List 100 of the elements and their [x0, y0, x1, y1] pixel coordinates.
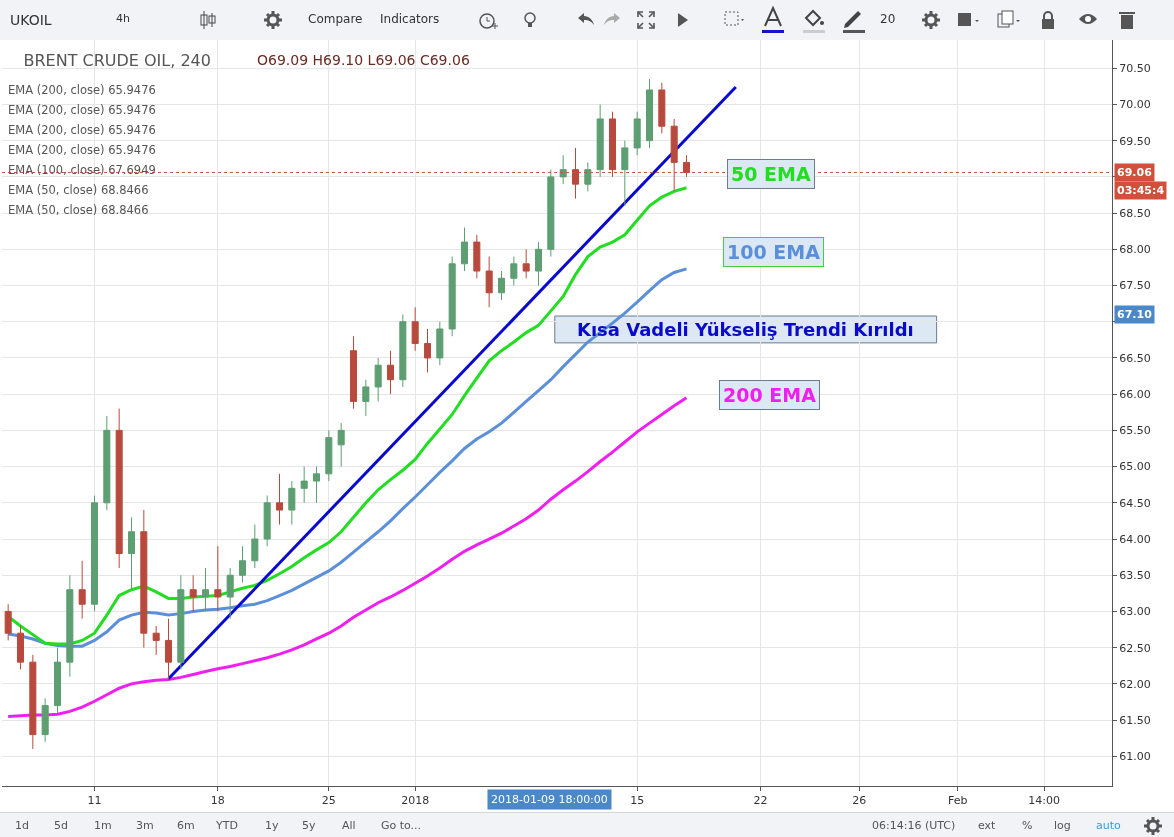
candlestick — [473, 234, 481, 279]
text: % — [1022, 819, 1033, 832]
candlestick — [534, 241, 543, 287]
annotation: EMA (200, close) 65.9476 — [8, 123, 156, 137]
y-tick-label: 68.00 — [1119, 243, 1151, 257]
candlestick — [547, 169, 555, 258]
candlestick — [485, 256, 493, 308]
annotation: EMA (200, close) 65.9476 — [8, 103, 156, 117]
y-tick-label: 62.50 — [1119, 641, 1151, 655]
candlestick — [448, 256, 456, 337]
candlestick — [238, 545, 247, 583]
candlestick — [658, 82, 666, 134]
text: 50 EMA — [731, 163, 811, 185]
text: 1m — [94, 819, 112, 832]
x-tick-label: 26 — [852, 794, 867, 808]
text: 1d — [15, 819, 29, 832]
text: 1y — [265, 819, 279, 832]
y-tick-label: 64.00 — [1119, 532, 1151, 546]
candlestick — [682, 154, 691, 178]
candlestick — [115, 408, 123, 569]
text: 20 — [880, 12, 896, 26]
y-tick-label: 66.00 — [1119, 388, 1151, 402]
candlestick — [325, 429, 333, 482]
candlestick — [460, 227, 469, 272]
x-tick-label: 2018 — [401, 794, 430, 808]
candlestick — [510, 256, 518, 287]
y-tick-label: 67.50 — [1119, 279, 1151, 293]
x-tick-label: 11 — [87, 794, 102, 808]
series-label: 200 EMA — [723, 384, 817, 406]
candlestick — [78, 560, 86, 620]
text: 06:14:16 (UTC) — [872, 819, 956, 832]
candlestick — [263, 495, 271, 547]
y-tick-label: 69.50 — [1119, 134, 1151, 148]
y-tick-label: 66.50 — [1119, 351, 1151, 365]
candlestick — [436, 321, 444, 366]
text: 4h — [116, 12, 130, 25]
text: 5y — [302, 819, 316, 832]
candlestick — [411, 306, 419, 352]
candlestick — [374, 357, 382, 402]
candlestick — [337, 422, 345, 468]
candlestick — [300, 466, 308, 504]
candlestick — [288, 480, 296, 526]
candlestick — [4, 603, 12, 641]
y-tick-label: 68.50 — [1119, 206, 1151, 220]
text: 100 EMA — [727, 241, 821, 263]
line-series — [6, 396, 688, 718]
candlestick — [152, 625, 160, 656]
x-tick-label: Feb — [948, 794, 968, 808]
text: Compare — [308, 12, 363, 26]
candlestick — [497, 270, 506, 301]
candlestick — [53, 647, 62, 714]
candlestick — [226, 567, 234, 620]
candlestick — [633, 111, 641, 156]
candlestick — [362, 379, 370, 417]
y-tick-label: 62.00 — [1119, 677, 1151, 691]
y-tick-label: 63.50 — [1119, 569, 1151, 583]
x-tick-label: 15 — [630, 794, 645, 808]
y-tick-label: 70.50 — [1119, 62, 1151, 76]
candlestick — [251, 524, 259, 569]
candlestick — [584, 161, 592, 192]
candlestick — [571, 147, 580, 200]
candlestick — [201, 567, 210, 612]
text: All — [342, 819, 356, 832]
x-tick-label: 14:00 — [1028, 794, 1061, 808]
candlestick — [103, 415, 111, 511]
candlestick — [127, 516, 136, 591]
x-tick-label: 22 — [753, 794, 768, 808]
candlestick — [386, 350, 395, 395]
candlestick — [16, 625, 25, 670]
annotation: 67.10 — [1117, 308, 1153, 321]
text: 3m — [136, 819, 154, 832]
x-tick-label: 25 — [321, 794, 336, 808]
candlestick — [522, 248, 530, 279]
candlestick — [66, 574, 74, 678]
text: 6m — [177, 819, 195, 832]
candlestick — [596, 103, 604, 178]
text: 03:45:4 — [1117, 184, 1165, 197]
candlestick — [214, 545, 222, 612]
candlestick — [177, 574, 185, 670]
candlestick — [423, 328, 432, 373]
annotation: EMA (100, close) 67.6949 — [8, 163, 156, 177]
candlestick — [189, 574, 197, 612]
candlestick — [29, 654, 37, 750]
candlestick — [41, 697, 49, 743]
annotation: EMA (50, close) 68.8466 — [8, 203, 149, 217]
candlestick — [312, 466, 321, 504]
candlestick — [608, 111, 617, 178]
y-tick-label: 65.50 — [1119, 424, 1151, 438]
annotation: EMA (50, close) 68.8466 — [8, 183, 149, 197]
candlestick — [164, 618, 173, 681]
text: Go to... — [381, 819, 422, 832]
y-tick-label: 61.00 — [1119, 750, 1151, 764]
text: O69.09 H69.10 L69.06 C69.06 — [257, 52, 470, 68]
y-tick-label: 63.00 — [1119, 605, 1151, 619]
text: 5d — [54, 819, 68, 832]
candlestick — [90, 495, 99, 612]
y-tick-label: 65.00 — [1119, 460, 1151, 474]
text: YTD — [216, 819, 238, 832]
text: auto — [1096, 819, 1121, 832]
text: log — [1054, 819, 1071, 832]
